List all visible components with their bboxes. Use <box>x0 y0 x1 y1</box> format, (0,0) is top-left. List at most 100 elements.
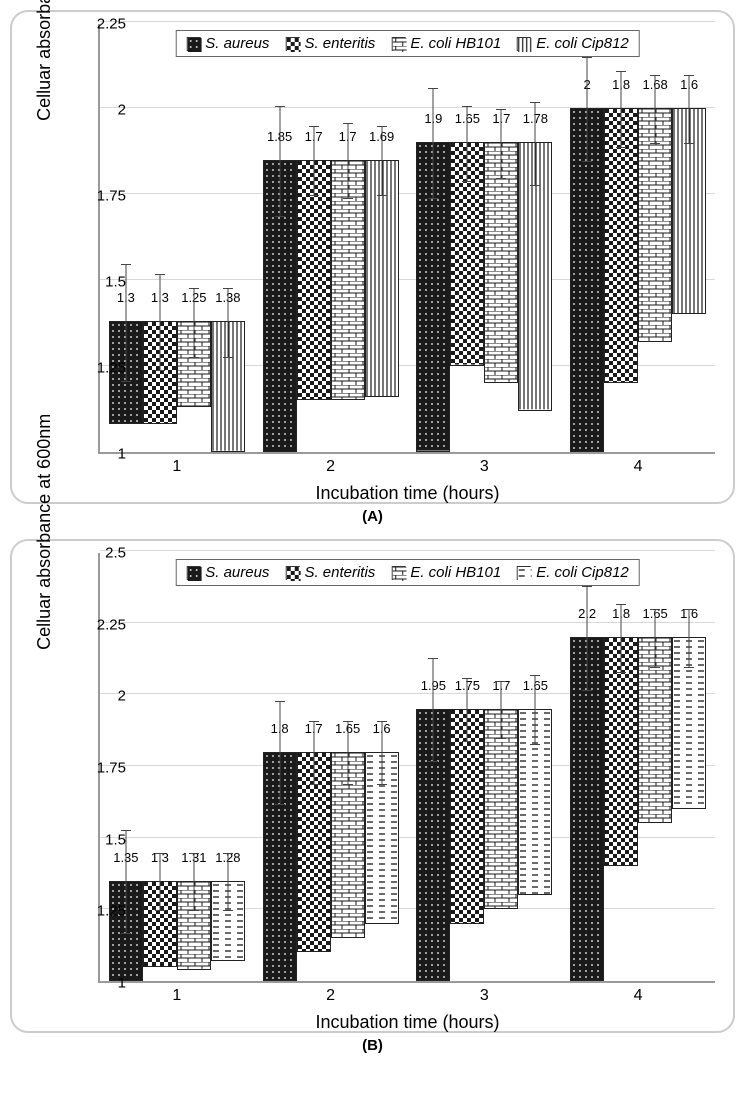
legend-label: E. coli HB101 <box>410 35 501 52</box>
legend-label: E. coli Cip812 <box>536 35 629 52</box>
x-tick-label: 1 <box>172 458 181 476</box>
error-cap-icon <box>496 738 506 739</box>
bar: 1.31 <box>177 881 211 970</box>
error-cap-icon <box>343 721 353 722</box>
error-cap-icon <box>309 126 319 127</box>
legend-item: E. coli HB101 <box>391 35 501 52</box>
gridline <box>100 21 715 22</box>
legend-label: E. coli Cip812 <box>536 564 629 581</box>
legend-swatch-icon <box>517 566 531 580</box>
error-cap-icon <box>582 690 592 691</box>
bar-group: 1.951.751.71.65 <box>416 709 552 981</box>
bar: 1.7 <box>297 752 331 953</box>
legend-item: E. coli HB101 <box>391 564 501 581</box>
bar: 1.65 <box>450 142 484 366</box>
bar: 1.9 <box>416 142 450 452</box>
bar: 1.85 <box>263 160 297 452</box>
bar: 1.6 <box>672 108 706 314</box>
error-cap-icon <box>428 761 438 762</box>
error-bar <box>467 678 468 741</box>
bar-group: 1.851.71.71.69 <box>263 160 399 452</box>
error-bar <box>279 701 280 804</box>
error-cap-icon <box>189 853 199 854</box>
error-cap-icon <box>496 681 506 682</box>
error-bar <box>655 75 656 144</box>
legend-swatch-icon <box>285 566 299 580</box>
error-cap-icon <box>428 658 438 659</box>
error-cap-icon <box>616 672 626 673</box>
plot-region: S. aureusS. enteritisE. coli HB101E. col… <box>98 24 715 454</box>
error-cap-icon <box>650 75 660 76</box>
error-cap-icon <box>309 784 319 785</box>
legend-swatch-icon <box>517 37 531 51</box>
error-bar <box>433 658 434 761</box>
bar: 1.69 <box>365 160 399 397</box>
error-bar <box>501 109 502 178</box>
y-tick-label: 2.5 <box>86 545 126 562</box>
bar: 1.6 <box>365 752 399 924</box>
error-bar <box>433 88 434 198</box>
error-cap-icon <box>309 195 319 196</box>
chart-panel-A: Celluar absorbance at 600nmS. aureusS. e… <box>10 10 735 504</box>
legend-label: S. enteritis <box>304 564 375 581</box>
error-bar <box>313 721 314 784</box>
bar-group: 2.21.81.651.6 <box>570 637 706 981</box>
error-bar <box>621 71 622 147</box>
error-cap-icon <box>582 586 592 587</box>
error-bar <box>227 853 228 910</box>
legend-swatch-icon <box>391 37 405 51</box>
bar: 1.35 <box>109 881 143 981</box>
error-cap-icon <box>616 71 626 72</box>
error-cap-icon <box>121 264 131 265</box>
bar: 1.78 <box>518 142 552 410</box>
y-tick-label: 1.75 <box>86 760 126 777</box>
error-cap-icon <box>121 381 131 382</box>
x-tick-label: 1 <box>172 987 181 1005</box>
error-cap-icon <box>309 721 319 722</box>
panel-label: (A) <box>10 508 735 525</box>
bar: 1.8 <box>604 108 638 383</box>
error-bar <box>279 106 280 216</box>
legend-item: E. coli Cip812 <box>517 564 629 581</box>
error-cap-icon <box>462 106 472 107</box>
bar-group: 1.91.651.71.78 <box>416 142 552 452</box>
bar: 1.25 <box>177 321 211 407</box>
panel-label: (B) <box>10 1037 735 1054</box>
legend-swatch-icon <box>186 566 200 580</box>
error-cap-icon <box>684 667 694 668</box>
error-bar <box>381 721 382 784</box>
bar: 1.7 <box>297 160 331 401</box>
error-bar <box>621 604 622 673</box>
error-cap-icon <box>223 357 233 358</box>
error-cap-icon <box>616 147 626 148</box>
bar: 1.38 <box>211 321 245 452</box>
error-cap-icon <box>462 741 472 742</box>
error-cap-icon <box>650 667 660 668</box>
error-cap-icon <box>189 910 199 911</box>
error-bar <box>587 57 588 160</box>
bar: 1.7 <box>331 160 365 401</box>
error-cap-icon <box>223 910 233 911</box>
error-cap-icon <box>343 198 353 199</box>
legend-item: S. enteritis <box>285 35 375 52</box>
bar: 1.65 <box>638 637 672 823</box>
error-bar <box>655 609 656 666</box>
error-bar <box>689 75 690 144</box>
bar: 1.7 <box>484 142 518 383</box>
x-axis-label: Incubation time (hours) <box>100 1012 715 1033</box>
legend-swatch-icon <box>391 566 405 580</box>
gridline <box>100 550 715 551</box>
error-cap-icon <box>428 198 438 199</box>
x-tick-label: 2 <box>326 987 335 1005</box>
error-cap-icon <box>530 185 540 186</box>
error-cap-icon <box>275 701 285 702</box>
error-bar <box>159 853 160 910</box>
error-cap-icon <box>496 109 506 110</box>
y-tick-label: 1.5 <box>86 274 126 291</box>
y-tick-label: 1.25 <box>86 360 126 377</box>
x-tick-label: 3 <box>480 987 489 1005</box>
error-cap-icon <box>155 370 165 371</box>
y-tick-label: 2.25 <box>86 16 126 33</box>
error-cap-icon <box>684 143 694 144</box>
error-cap-icon <box>121 933 131 934</box>
